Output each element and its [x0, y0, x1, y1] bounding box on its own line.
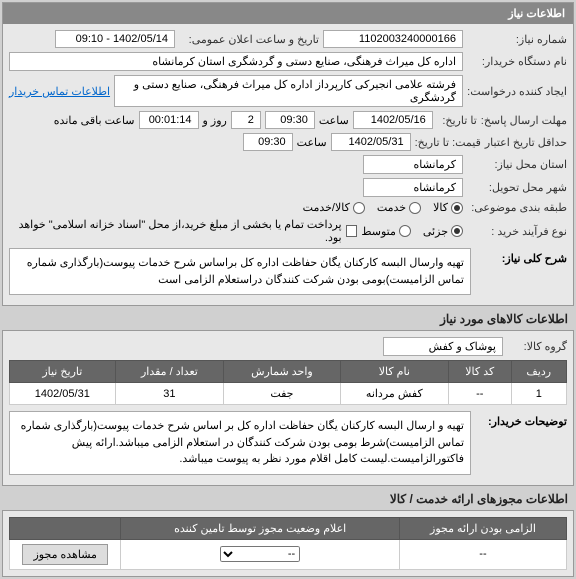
buy-process-radio-minor[interactable]: جزئی: [423, 225, 463, 238]
announce-date-value: 1402/05/14 - 09:10: [55, 30, 175, 48]
price-until-label: قیمت: تا تاریخ:: [415, 136, 481, 149]
goods-th-0: ردیف: [511, 361, 566, 383]
need-desc-label: شرح کلی نیاز:: [477, 248, 567, 295]
view-permit-button[interactable]: مشاهده مجوز: [22, 544, 107, 565]
budget-opt1-label: کالا: [433, 201, 448, 214]
remaining-label: ساعت باقی مانده: [54, 114, 135, 127]
buyer-contact-link[interactable]: اطلاعات تماس خریدار: [9, 85, 110, 98]
buy-process-radio-medium[interactable]: متوسط: [361, 225, 411, 238]
goods-group-value: پوشاک و کفش: [383, 337, 503, 356]
creator-value: فرشته علامی انجیرکی کارپرداز اداره کل می…: [114, 75, 463, 107]
need-number-value: 1102003240000166: [323, 30, 463, 48]
creator-label: ایجاد کننده درخواست:: [467, 85, 567, 98]
need-info-panel: اطلاعات نیاز شماره نیاز: 110200324000016…: [2, 2, 574, 306]
permit-status-select[interactable]: --: [220, 546, 300, 562]
table-row: -- -- مشاهده مجوز: [10, 539, 567, 569]
radio-icon: [399, 225, 411, 237]
buyer-name-value: اداره کل میراث فرهنگی، صنایع دستی و گردش…: [9, 52, 463, 71]
buy-process-radios: جزئی متوسط: [361, 225, 463, 238]
days-value: 2: [231, 111, 261, 129]
goods-group-label: گروه کالا:: [507, 340, 567, 353]
permits-td-0: --: [399, 539, 566, 569]
goods-th-4: تعداد / مقدار: [115, 361, 224, 383]
buyer-notes-text: تهیه و ارسال البسه کارکنان یگان حفاظت اد…: [9, 411, 471, 475]
permits-td-1: --: [121, 539, 400, 569]
permits-td-2: مشاهده مجوز: [10, 539, 121, 569]
time-label-2: ساعت: [297, 136, 327, 149]
announce-date-label: تاریخ و ساعت اعلان عمومی:: [179, 33, 319, 46]
send-deadline-label: مهلت ارسال پاسخ:: [481, 114, 567, 127]
permits-table: الزامی بودن ارائه مجوز اعلام وضعیت مجوز …: [9, 517, 567, 570]
budget-class-label: طبقه بندی موضوعی:: [467, 201, 567, 214]
goods-th-3: واحد شمارش: [224, 361, 340, 383]
send-day-label: تا تاریخ:: [437, 114, 477, 127]
validity-time-value: 09:30: [243, 133, 293, 151]
buyer-name-label: نام دستگاه خریدار:: [467, 55, 567, 68]
send-date-value: 1402/05/16: [353, 111, 433, 129]
goods-table: ردیف کد کالا نام کالا واحد شمارش تعداد /…: [9, 360, 567, 405]
send-time-value: 09:30: [265, 111, 315, 129]
goods-panel: گروه کالا: پوشاک و کفش ردیف کد کالا نام …: [2, 330, 574, 486]
payment-note-text: پرداخت تمام یا بخشی از مبلغ خرید،از محل …: [9, 218, 342, 244]
radio-icon: [451, 202, 463, 214]
budget-radio-both[interactable]: کالا/خدمت: [303, 201, 365, 214]
buyer-notes-label: توضیحات خریدار:: [477, 411, 567, 475]
need-info-header: اطلاعات نیاز: [3, 3, 573, 24]
buy-process-opt2-label: متوسط: [361, 225, 396, 238]
need-province-value: کرمانشاه: [363, 155, 463, 174]
need-desc-text: تهیه وارسال البسه کارکنان یگان حفاظت ادا…: [9, 248, 471, 295]
budget-opt3-label: کالا/خدمت: [303, 201, 350, 214]
goods-td-5: 1402/05/31: [10, 383, 116, 405]
need-info-body: شماره نیاز: 1102003240000166 تاریخ و ساع…: [3, 24, 573, 305]
goods-td-3: جفت: [224, 383, 340, 405]
budget-radio-service[interactable]: خدمت: [377, 201, 421, 214]
permits-th-0: الزامی بودن ارائه مجوز: [399, 517, 566, 539]
radio-icon: [451, 225, 463, 237]
goods-td-4: 31: [115, 383, 224, 405]
radio-icon: [353, 202, 365, 214]
radio-icon: [409, 202, 421, 214]
permits-section-title: اطلاعات مجوزهای ارائه خدمت / کالا: [8, 492, 568, 506]
permits-th-1: اعلام وضعیت مجوز توسط تامین کننده: [121, 517, 400, 539]
goods-section-title: اطلاعات کالاهای مورد نیاز: [8, 312, 568, 326]
payment-checkbox[interactable]: [346, 225, 358, 237]
goods-th-5: تاریخ نیاز: [10, 361, 116, 383]
validity-date-value: 1402/05/31: [331, 133, 411, 151]
goods-td-2: کفش مردانه: [340, 383, 448, 405]
permits-th-2: [10, 517, 121, 539]
table-row: 1 -- کفش مردانه جفت 31 1402/05/31: [10, 383, 567, 405]
need-province-label: استان محل نیاز:: [467, 158, 567, 171]
delivery-city-label: شهر محل تحویل:: [467, 181, 567, 194]
goods-td-0: 1: [511, 383, 566, 405]
permits-panel: الزامی بودن ارائه مجوز اعلام وضعیت مجوز …: [2, 510, 574, 577]
day-and-label: روز و: [203, 114, 227, 127]
time-label-1: ساعت: [319, 114, 349, 127]
remaining-time-value: 00:01:14: [139, 111, 199, 129]
goods-th-2: نام کالا: [340, 361, 448, 383]
goods-td-1: --: [449, 383, 512, 405]
budget-opt2-label: خدمت: [377, 201, 406, 214]
min-validity-label: حداقل تاریخ اعتبار: [485, 136, 567, 149]
goods-th-1: کد کالا: [449, 361, 512, 383]
budget-class-radios: کالا خدمت کالا/خدمت: [303, 201, 463, 214]
buy-process-opt1-label: جزئی: [423, 225, 448, 238]
budget-radio-goods[interactable]: کالا: [433, 201, 463, 214]
need-number-label: شماره نیاز:: [467, 33, 567, 46]
buy-process-label: نوع فرآیند خرید :: [467, 225, 567, 238]
delivery-city-value: کرمانشاه: [363, 178, 463, 197]
